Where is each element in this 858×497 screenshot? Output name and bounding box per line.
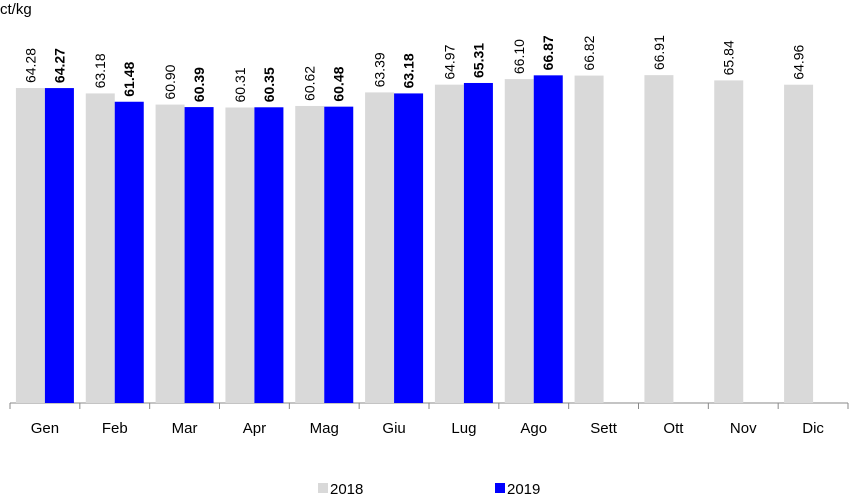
legend-label: 2018 [330,481,363,497]
bar [365,92,395,403]
value-label: 60.35 [261,67,277,102]
value-label: 63.39 [372,52,388,87]
value-label: 66.82 [581,35,597,70]
x-tick-label: Giu [382,420,405,437]
bar [463,82,493,403]
bar [155,104,185,403]
value-label: 66.91 [651,35,667,70]
value-label: 66.87 [540,35,556,70]
value-label: 65.84 [721,40,737,75]
x-tick-label: Feb [102,420,128,437]
bar [44,88,74,404]
x-tick-label: Gen [31,420,59,437]
bar [225,107,255,403]
value-label: 60.31 [232,67,248,102]
bar [533,75,563,403]
bar [254,107,284,403]
value-label: 63.18 [401,53,417,88]
value-label: 63.18 [92,53,108,88]
bar [394,93,424,403]
bar [295,105,325,403]
bar [644,75,674,404]
x-tick-label: Sett [590,420,618,437]
x-tick-label: Mag [310,420,339,437]
x-tick-label: Lug [451,420,476,437]
value-label: 61.48 [121,61,137,96]
bar [504,79,534,404]
value-label: 64.97 [441,44,457,79]
legend-swatch [318,483,328,493]
x-tick-label: Dic [802,420,824,437]
value-label: 60.39 [191,67,207,102]
value-label: 64.27 [51,48,67,83]
bar [714,80,744,403]
bar [434,84,464,403]
x-tick-label: Ott [663,420,684,437]
value-label: 60.48 [331,66,347,101]
bar [15,88,45,403]
value-label: 65.31 [470,43,486,78]
bar [574,75,604,403]
bar [184,107,214,404]
bar [85,93,115,403]
value-label: 60.90 [162,64,178,99]
value-label: 60.62 [302,66,318,101]
bar [784,84,814,404]
value-label: 64.96 [791,44,807,79]
bar [324,106,354,403]
y-axis-label: ct/kg [0,1,32,18]
x-tick-label: Ago [520,420,547,437]
value-label: 64.28 [22,48,38,83]
legend-swatch [495,483,505,493]
x-tick-label: Apr [243,420,266,437]
legend-label: 2019 [507,481,540,497]
value-label: 66.10 [511,39,527,74]
bar [114,101,144,404]
x-tick-label: Nov [730,420,757,437]
x-tick-label: Mar [172,420,198,437]
